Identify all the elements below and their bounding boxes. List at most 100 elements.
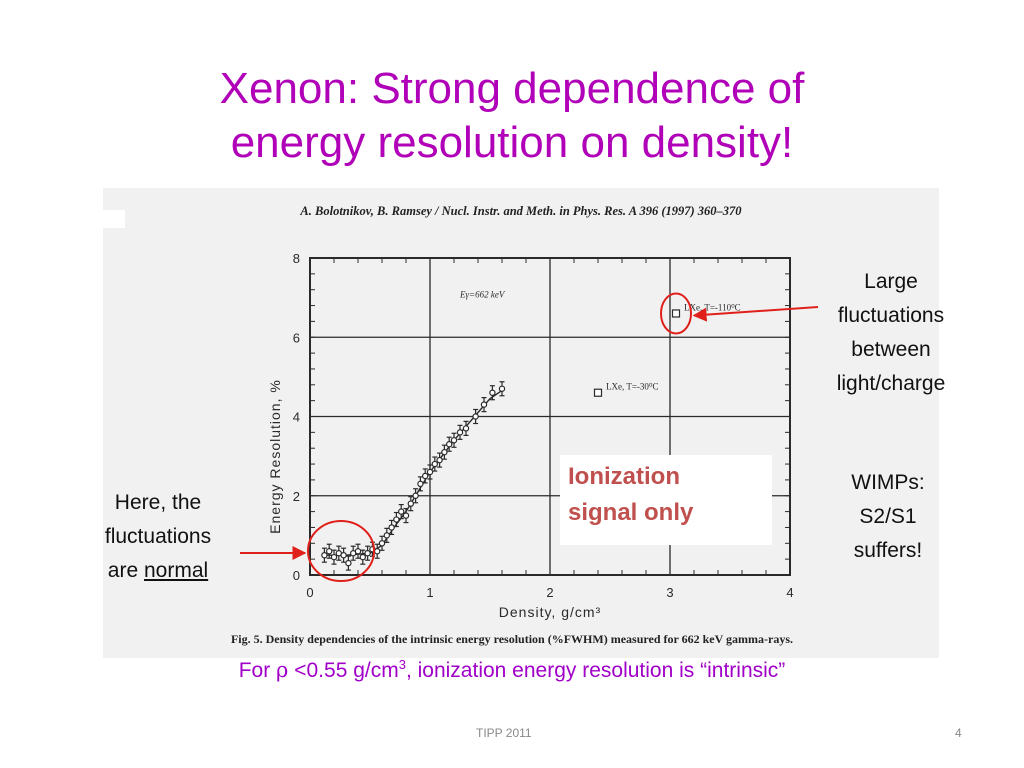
data-marker	[388, 524, 395, 531]
lxe-marker	[593, 388, 603, 397]
data-marker	[426, 468, 434, 476]
data-marker	[374, 548, 381, 555]
data-marker	[422, 472, 429, 480]
data-point	[498, 381, 506, 397]
data-marker	[456, 429, 464, 436]
y-tick-label: 4	[293, 410, 300, 425]
data-marker	[450, 437, 458, 444]
x-tick-label: 4	[786, 585, 793, 600]
data-point	[436, 452, 443, 468]
slide-title: Xenon: Strong dependence of energy resol…	[0, 62, 1024, 170]
data-point	[383, 527, 390, 543]
data-marker	[446, 441, 453, 448]
data-marker	[441, 448, 448, 456]
data-point	[450, 432, 458, 448]
ionization-label: Ionization signal only	[568, 459, 693, 531]
data-point	[407, 496, 414, 512]
data-marker	[498, 385, 506, 392]
y-tick-label: 0	[293, 568, 300, 583]
data-marker	[417, 480, 424, 488]
data-point	[345, 555, 352, 571]
highlight-circle-lxe	[660, 292, 692, 335]
data-point	[326, 543, 333, 559]
wimps-line: suffers!	[853, 539, 923, 562]
data-marker	[326, 548, 333, 555]
data-point	[340, 547, 347, 563]
data-marker	[407, 500, 414, 507]
x-axis-label: Density, g/cm³	[499, 604, 601, 620]
data-point	[417, 476, 424, 492]
here-prefix: are	[107, 559, 144, 582]
y-tick-label: 6	[293, 330, 300, 345]
data-point	[402, 507, 410, 524]
data-point	[462, 420, 470, 436]
figure-caption: Fig. 5. Density dependencies of the intr…	[230, 632, 794, 646]
density-threshold-note: For ρ <0.55 g/cm3, ionization energy res…	[0, 657, 1024, 683]
data-point	[359, 549, 366, 565]
large-fluct-line: light/charge	[836, 372, 946, 395]
data-point	[393, 511, 400, 528]
data-point	[374, 543, 381, 559]
lxe-marker	[671, 309, 681, 318]
ionization-line: signal only	[568, 499, 694, 526]
ionization-box: Ionization signal only	[560, 455, 772, 545]
data-marker	[393, 516, 400, 523]
data-marker	[472, 413, 479, 420]
data-point	[441, 444, 448, 460]
data-point	[388, 519, 395, 536]
data-point	[456, 424, 464, 440]
title-line-2: energy resolution on density!	[230, 118, 794, 167]
data-marker	[436, 456, 443, 464]
data-point	[489, 385, 496, 401]
footer-page-number: 4	[955, 726, 962, 740]
data-marker	[359, 553, 366, 561]
here-line: Here, the	[114, 491, 202, 514]
note-sup: 3	[398, 657, 406, 672]
x-tick-label: 3	[666, 585, 673, 600]
data-point	[472, 408, 479, 425]
wimps-note: WIMPs: S2/S1 suffers!	[818, 466, 958, 568]
large-fluctuations-note: Large fluctuations between light/charge	[816, 265, 966, 401]
x-tick-label: 1	[426, 585, 433, 600]
y-axis-label: Energy Resolution, %	[267, 379, 283, 534]
figure-scan: A. Bolotnikov, B. Ramsey / Nucl. Instr. …	[103, 188, 939, 658]
data-point	[321, 547, 328, 563]
wimps-line: WIMPs:	[851, 471, 925, 494]
data-point	[354, 543, 362, 559]
large-fluct-line: Large	[864, 270, 918, 293]
data-marker	[462, 425, 470, 432]
normal-fluctuations-note: Here, the fluctuations are normal	[78, 486, 238, 588]
large-fluct-line: between	[851, 338, 931, 361]
title-line-1: Xenon: Strong dependence of	[219, 64, 805, 113]
data-point	[480, 397, 488, 413]
here-line: are normal	[78, 554, 238, 588]
data-marker	[489, 389, 496, 396]
data-marker	[378, 540, 386, 547]
y-tick-label: 8	[293, 251, 300, 266]
data-marker	[345, 559, 352, 567]
data-marker	[330, 553, 338, 561]
y-tick-label: 2	[293, 489, 300, 504]
data-marker	[431, 460, 438, 468]
paper-header: A. Bolotnikov, B. Ramsey / Nucl. Instr. …	[300, 204, 742, 218]
large-fluct-line: fluctuations	[837, 304, 945, 327]
data-point	[398, 504, 405, 520]
x-tick-label: 0	[306, 585, 313, 600]
data-marker	[354, 548, 362, 555]
arrow-to-lxe	[692, 306, 819, 322]
note-prefix: For	[238, 659, 277, 682]
footer-conference: TIPP 2011	[476, 726, 532, 740]
here-line: fluctuations	[104, 525, 212, 548]
data-marker	[383, 532, 390, 539]
x-tick-label: 2	[546, 585, 553, 600]
normal-word: normal	[143, 559, 209, 582]
data-marker	[340, 551, 347, 559]
note-suffix: , ionization energy resolution is “intri…	[405, 659, 786, 682]
data-point	[426, 464, 434, 480]
data-point	[364, 545, 371, 561]
data-point	[378, 535, 386, 551]
data-point	[422, 468, 429, 484]
data-marker	[412, 492, 419, 499]
data-marker	[364, 550, 371, 557]
lxe-label: LXe, T=-30⁰C	[606, 382, 659, 392]
